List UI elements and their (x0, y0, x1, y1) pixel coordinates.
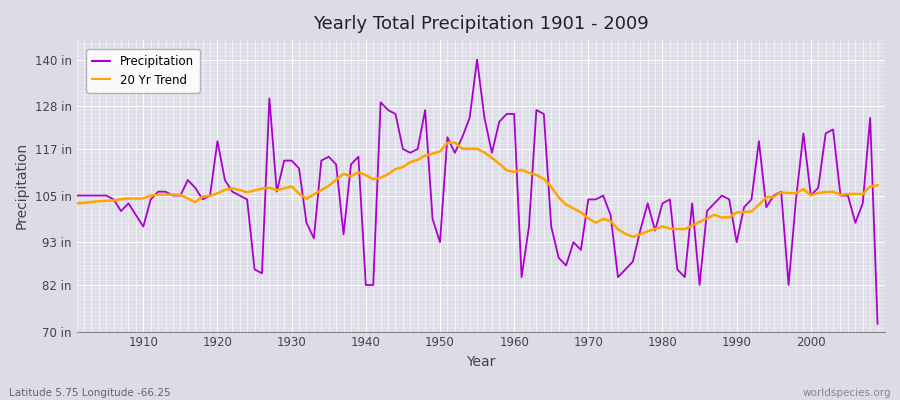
Legend: Precipitation, 20 Yr Trend: Precipitation, 20 Yr Trend (86, 49, 200, 93)
X-axis label: Year: Year (466, 355, 496, 369)
Text: Latitude 5.75 Longitude -66.25: Latitude 5.75 Longitude -66.25 (9, 388, 171, 398)
Y-axis label: Precipitation: Precipitation (15, 142, 29, 230)
Title: Yearly Total Precipitation 1901 - 2009: Yearly Total Precipitation 1901 - 2009 (313, 15, 649, 33)
Text: worldspecies.org: worldspecies.org (803, 388, 891, 398)
